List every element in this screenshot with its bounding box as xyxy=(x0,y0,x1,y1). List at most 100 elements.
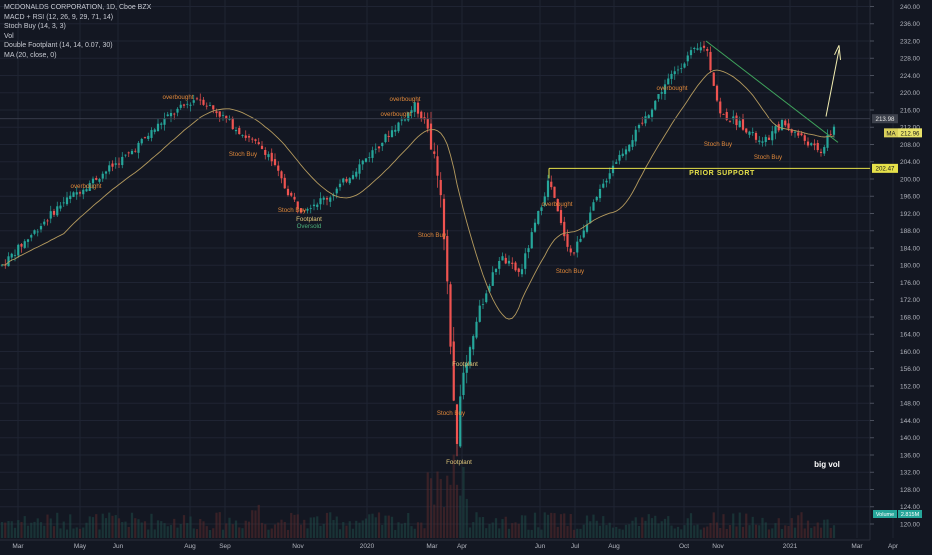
volume-bar xyxy=(72,528,75,538)
volume-bar xyxy=(423,528,426,538)
candle-body xyxy=(764,136,767,143)
volume-bar xyxy=(605,525,608,538)
candle-body xyxy=(663,84,667,94)
volume-bar xyxy=(59,528,62,538)
volume-bar xyxy=(332,519,335,538)
candle-body xyxy=(595,196,598,201)
volume-bar xyxy=(621,529,624,538)
volume-bar xyxy=(299,524,303,538)
candle-body xyxy=(774,126,777,134)
volume-bar xyxy=(589,521,592,538)
price-tick-label: 200.00 xyxy=(900,176,920,183)
volume-bar xyxy=(738,512,741,538)
time-tick-label: May xyxy=(74,543,87,550)
price-tick-label: 148.00 xyxy=(900,401,920,408)
current-price-tag: 212.96 xyxy=(901,130,920,137)
volume-bar xyxy=(488,524,491,538)
volume-bars xyxy=(0,454,836,538)
candle-body xyxy=(124,154,127,156)
volume-bar xyxy=(468,527,472,538)
candle-body xyxy=(134,150,137,152)
indicator-macd-rsi[interactable]: MACD + RSI (12, 26, 9, 29, 71, 14) xyxy=(4,13,114,21)
candle-body xyxy=(355,171,358,177)
candle-body xyxy=(494,268,498,273)
volume-bar xyxy=(225,523,228,538)
signal-label-stoch-buy: Stoch Buy xyxy=(754,154,783,161)
indicator-ma[interactable]: MA (20, close, 0) xyxy=(4,51,57,59)
time-axis[interactable]: Mar May Jun Aug Sep Nov 2020 Mar Apr Jun Jul Aug Oct… xyxy=(12,543,898,550)
candle-body xyxy=(65,197,69,205)
candle-body xyxy=(273,159,277,166)
price-tick-label: 140.00 xyxy=(900,435,920,442)
chart-legend: MCDONALDS CORPORATION, 1D, Cboe BZX MACD… xyxy=(4,3,151,60)
volume-bar xyxy=(127,526,130,538)
price-tick-label: 208.00 xyxy=(900,142,920,149)
volume-bar xyxy=(810,527,813,538)
candle-body xyxy=(390,130,394,138)
candle-body xyxy=(121,156,124,166)
volume-bar xyxy=(329,512,332,538)
volume-bar xyxy=(316,516,319,538)
volume-bar xyxy=(494,518,498,538)
candle-body xyxy=(59,205,62,209)
volume-bar xyxy=(754,524,758,538)
candle-body xyxy=(322,197,325,200)
candle-body xyxy=(293,196,296,200)
symbol-title[interactable]: MCDONALDS CORPORATION, 1D, Cboe BZX xyxy=(4,4,152,11)
signal-label-stoch-buy: Stoch Buy xyxy=(556,268,585,275)
price-tag-level-213-bg xyxy=(872,114,898,124)
volume-bar xyxy=(673,528,676,538)
volume-bar xyxy=(43,525,46,538)
volume-bar xyxy=(374,517,377,538)
indicator-stoch-buy[interactable]: Stoch Buy (14, 3, 3) xyxy=(4,23,66,30)
volume-bar xyxy=(270,528,273,538)
candle-body xyxy=(800,133,803,136)
volume-bar xyxy=(520,515,524,538)
candle-body xyxy=(215,111,218,114)
volume-bar xyxy=(130,512,134,538)
volume-bar xyxy=(735,526,738,538)
candle-body xyxy=(543,196,546,206)
candle-body xyxy=(426,118,429,129)
price-tick-label: 172.00 xyxy=(900,297,920,304)
volume-bar xyxy=(761,517,764,538)
volume-bar xyxy=(91,517,95,538)
candle-body xyxy=(754,132,758,140)
candle-body xyxy=(442,198,446,240)
indicator-double-footplant[interactable]: Double Footplant (14, 14, 0.07, 30) xyxy=(4,42,113,49)
downtrend-line[interactable] xyxy=(705,40,839,143)
volume-bar xyxy=(767,529,771,538)
volume-bar xyxy=(654,515,657,538)
volume-bar xyxy=(800,512,803,538)
volume-value: 2.815M xyxy=(901,512,920,518)
volume-bar xyxy=(813,526,816,538)
volume-bar xyxy=(117,518,121,538)
candle-body xyxy=(212,105,215,110)
candle-body xyxy=(49,211,52,219)
candle-body xyxy=(683,63,686,68)
candle-body xyxy=(234,130,238,132)
candle-body xyxy=(358,164,361,174)
candle-body xyxy=(709,51,712,71)
grid xyxy=(0,0,894,538)
time-tick-label: 2021 xyxy=(783,543,798,550)
candle-body xyxy=(231,118,234,130)
candle-body xyxy=(384,134,387,143)
volume-bar xyxy=(78,528,82,538)
volume-bar xyxy=(455,484,459,538)
candle-body xyxy=(387,135,390,137)
volume-bar xyxy=(82,527,85,538)
candle-body xyxy=(810,143,813,146)
price-tick-label: 196.00 xyxy=(900,194,920,201)
volume-bar xyxy=(748,525,751,538)
price-axis[interactable]: 240.00 236.00 232.00 228.00 224.00 220.00 216.… xyxy=(870,4,920,529)
price-tick-label: 220.00 xyxy=(900,90,920,97)
indicator-vol[interactable]: Vol xyxy=(4,32,14,40)
volume-bar xyxy=(449,484,452,538)
candle-body xyxy=(436,156,439,176)
candle-body xyxy=(459,396,462,447)
time-tick-label: Apr xyxy=(457,543,468,550)
candle-body xyxy=(452,341,455,401)
